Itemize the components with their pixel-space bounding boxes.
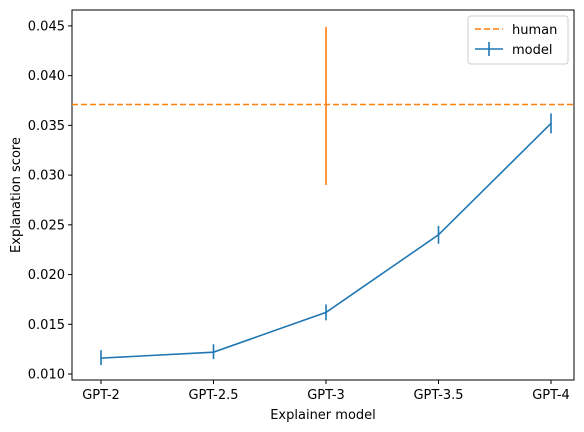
model-point — [550, 122, 552, 125]
x-tick-label: GPT-3 — [307, 388, 345, 403]
model-point — [437, 233, 440, 236]
x-tick-label: GPT-4 — [532, 388, 570, 403]
y-tick-label: 0.025 — [28, 218, 65, 233]
y-tick-label: 0.040 — [28, 69, 65, 84]
plot-frame — [71, 9, 575, 381]
model-point — [212, 351, 215, 353]
legend-human-label: human — [512, 23, 557, 38]
x-axis: GPT-2 GPT-2.5 GPT-3 GPT-3.5 GPT-4 — [82, 380, 570, 403]
model-point — [325, 311, 327, 314]
chart-marks — [72, 26, 574, 366]
y-axis: 0.010 0.015 0.020 0.025 0.030 0.035 0.040 0.045 — [28, 19, 72, 383]
y-tick-label: 0.045 — [28, 19, 65, 34]
x-axis-label: Explainer model — [270, 408, 376, 423]
x-tick-label: GPT-2 — [82, 388, 120, 403]
y-tick-label: 0.015 — [28, 318, 65, 333]
legend: human model — [467, 15, 569, 65]
model-point — [100, 357, 102, 359]
y-tick-label: 0.035 — [28, 119, 65, 134]
y-tick-label: 0.010 — [28, 368, 65, 383]
legend-box — [467, 15, 569, 65]
y-axis-label: Explanation score — [9, 137, 24, 253]
x-tick-label: GPT-2.5 — [188, 388, 238, 403]
x-tick-label: GPT-3.5 — [413, 388, 463, 403]
legend-model-label: model — [512, 43, 552, 58]
y-tick-label: 0.020 — [28, 268, 65, 283]
y-tick-label: 0.030 — [28, 169, 65, 184]
